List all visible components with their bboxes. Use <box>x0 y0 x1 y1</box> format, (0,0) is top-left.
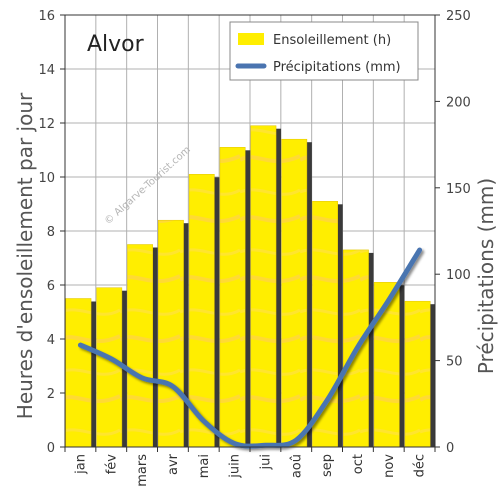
legend-label-precipitation: Précipitations (mm) <box>273 60 401 75</box>
bar-avr <box>158 219 184 448</box>
bar-nov <box>373 282 400 448</box>
bar-déc <box>404 300 431 448</box>
y2-tick-label: 150 <box>446 182 471 197</box>
x-tick-label-mai: mai <box>197 454 212 478</box>
x-tick-label-jan: jan <box>73 454 88 475</box>
precipitation-point-avr <box>171 385 175 389</box>
precipitation-point-jan <box>78 343 82 347</box>
x-tick-label-déc: déc <box>413 454 428 477</box>
bar-juin <box>219 147 246 448</box>
x-tick-label-juin: juin <box>228 454 243 479</box>
y2-tick-label: 50 <box>446 355 463 370</box>
y2-axis-title: Précipitations (mm) <box>474 178 498 374</box>
precipitation-point-juin <box>233 442 237 446</box>
precipitation-point-aoû <box>294 438 298 442</box>
bar-fév <box>96 287 123 448</box>
x-tick-label-fév: fév <box>104 454 119 475</box>
line-series <box>77 247 423 449</box>
y-tick-label: 0 <box>47 441 55 456</box>
x-tick-label-aoû: aoû <box>289 454 304 478</box>
bar-jan <box>65 298 92 448</box>
x-tick-label-jui: jui <box>258 454 273 470</box>
precipitation-point-oct <box>356 345 360 349</box>
legend-swatch-sunshine <box>238 33 264 45</box>
bar-sep <box>312 201 338 448</box>
precipitation-point-mai <box>202 419 206 423</box>
bar-mars <box>127 244 153 448</box>
precipitation-point-fév <box>109 357 113 361</box>
y-tick-label: 14 <box>38 63 55 78</box>
precipitation-point-sep <box>325 398 329 402</box>
y2-tick-label: 200 <box>446 95 471 110</box>
legend-box <box>229 21 419 81</box>
precipitation-point-nov <box>387 298 391 302</box>
y-axis-title: Heures d'ensoleillement par jour <box>13 92 37 419</box>
y-tick-label: 10 <box>38 171 55 186</box>
chart-title: Alvor <box>87 32 145 57</box>
precipitation-point-jui <box>263 443 267 447</box>
x-tick-label-mars: mars <box>135 454 150 487</box>
x-tick-label-sep: sep <box>320 454 335 477</box>
bar-jui <box>250 125 277 448</box>
bar-aoû <box>281 138 308 448</box>
y-tick-label: 2 <box>47 387 55 402</box>
precipitation-point-mars <box>140 376 144 380</box>
y-tick-label: 12 <box>38 117 55 132</box>
x-tick-label-nov: nov <box>382 454 397 478</box>
labels: 0 2 4 6 8 10 12 14 16 0 50 100 150 200 250 jan fév mars av… <box>13 9 498 487</box>
y2-tick-label: 250 <box>446 9 471 24</box>
y2-tick-label: 0 <box>446 441 454 456</box>
precipitation-point-déc <box>418 248 422 252</box>
precipitation-line <box>77 247 423 449</box>
y-tick-label: 16 <box>38 9 55 24</box>
legend: Ensoleillement (h) Précipitations (mm) <box>229 21 419 81</box>
bar-series <box>65 125 436 448</box>
axes <box>60 14 440 452</box>
y-tick-label: 6 <box>47 279 55 294</box>
x-tick-label-oct: oct <box>351 454 366 474</box>
bar-mai <box>188 174 215 448</box>
x-tick-label-avr: avr <box>166 453 181 475</box>
y2-tick-label: 100 <box>446 268 471 283</box>
y-tick-label: 4 <box>47 333 55 348</box>
y-tick-label: 8 <box>47 225 55 240</box>
legend-label-sunshine: Ensoleillement (h) <box>273 33 391 48</box>
